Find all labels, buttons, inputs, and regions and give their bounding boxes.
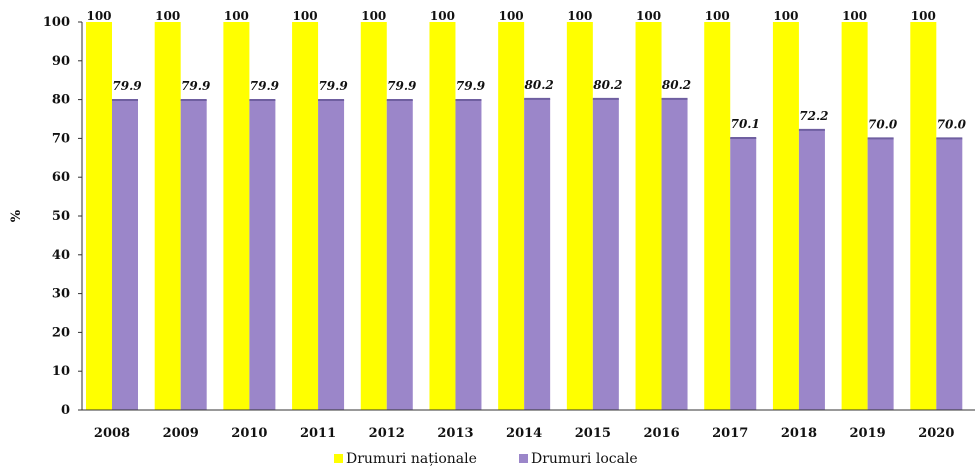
data-label-drumuri-nationale: 100 <box>361 9 386 23</box>
x-tick-label: 2008 <box>94 426 130 441</box>
bar-drumuri-nationale <box>154 22 181 410</box>
bar-drumuri-locale <box>180 99 207 410</box>
bar-drumuri-nationale <box>86 22 112 410</box>
bar-drumuri-locale <box>798 129 825 410</box>
bar-drumuri-nationale <box>566 22 593 410</box>
bar-drumuri-locale <box>249 99 276 410</box>
bars: 100 79.9 100 79.9 100 79.9 100 79.9 100 79.9 100 79… <box>86 9 967 410</box>
x-tick-label: 2020 <box>918 426 954 441</box>
bar-drumuri-locale <box>661 98 688 410</box>
y-tick-label: 80 <box>52 93 70 108</box>
data-label-drumuri-locale: 79.9 <box>250 79 280 93</box>
y-tick-label: 10 <box>52 364 70 379</box>
bar-drumuri-locale <box>867 138 894 410</box>
x-tick-label: 2016 <box>643 426 679 441</box>
x-tick-label: 2017 <box>712 426 748 441</box>
data-label-drumuri-nationale: 100 <box>86 9 111 23</box>
y-tick-label: 100 <box>43 15 70 30</box>
x-axis: 2008 2009 2010 2011 2012 2013 2014 2015 2016 2017… <box>82 409 975 441</box>
y-tick-label: 0 <box>61 403 70 418</box>
data-label-drumuri-locale: 80.2 <box>525 78 554 92</box>
data-label-drumuri-nationale: 100 <box>842 9 867 23</box>
y-tick-label: 30 <box>52 287 70 302</box>
legend-swatch-drumuri-locale <box>519 454 528 463</box>
bar-drumuri-nationale <box>635 22 662 410</box>
x-tick-label: 2015 <box>575 426 611 441</box>
bar-drumuri-locale <box>112 99 138 410</box>
x-tick-label: 2012 <box>369 426 405 441</box>
bar-drumuri-nationale <box>223 22 250 410</box>
data-label-drumuri-locale: 79.9 <box>318 79 348 93</box>
x-tick-label: 2013 <box>437 426 473 441</box>
legend-swatch-drumuri-nationale <box>334 454 343 463</box>
y-tick-label: 40 <box>52 248 70 263</box>
x-tick-label: 2009 <box>163 426 199 441</box>
bar-drumuri-nationale <box>772 22 799 410</box>
bar-drumuri-nationale <box>910 22 937 410</box>
data-label-drumuri-nationale: 100 <box>705 9 730 23</box>
bar-drumuri-locale <box>730 138 757 410</box>
bar-drumuri-nationale <box>841 22 868 410</box>
data-label-drumuri-nationale: 100 <box>430 9 455 23</box>
bar-drumuri-locale <box>386 99 413 410</box>
data-label-drumuri-locale: 80.2 <box>662 78 691 92</box>
bar-drumuri-locale <box>318 99 345 410</box>
data-label-drumuri-nationale: 100 <box>499 9 524 23</box>
bar-drumuri-nationale <box>498 22 525 410</box>
bar-drumuri-nationale <box>429 22 456 410</box>
data-label-drumuri-nationale: 100 <box>911 9 936 23</box>
data-label-drumuri-locale: 70.0 <box>868 117 898 131</box>
data-label-drumuri-locale: 72.2 <box>799 109 828 123</box>
bar-drumuri-locale <box>592 98 619 410</box>
legend-label-drumuri-locale: Drumuri locale <box>531 451 638 467</box>
y-tick-label: 50 <box>52 209 70 224</box>
data-label-drumuri-locale: 70.0 <box>937 117 967 131</box>
data-label-drumuri-nationale: 100 <box>155 9 180 23</box>
data-label-drumuri-nationale: 100 <box>567 9 592 23</box>
bar-drumuri-nationale <box>704 22 731 410</box>
data-label-drumuri-nationale: 100 <box>293 9 318 23</box>
bar-drumuri-locale <box>524 98 551 410</box>
bar-drumuri-nationale <box>360 22 387 410</box>
data-label-drumuri-nationale: 100 <box>224 9 249 23</box>
data-label-drumuri-nationale: 100 <box>773 9 798 23</box>
x-tick-label: 2014 <box>506 426 542 441</box>
x-tick-label: 2011 <box>300 426 336 441</box>
y-tick-label: 90 <box>52 54 70 69</box>
legend-label-drumuri-nationale: Drumuri naționale <box>346 451 477 467</box>
legend: Drumuri naționale Drumuri locale <box>334 451 638 467</box>
y-axis-label: % <box>9 209 24 222</box>
data-label-drumuri-nationale: 100 <box>636 9 661 23</box>
data-label-drumuri-locale: 80.2 <box>593 78 622 92</box>
bar-drumuri-locale <box>936 138 963 410</box>
data-label-drumuri-locale: 79.9 <box>181 79 211 93</box>
data-label-drumuri-locale: 79.9 <box>456 79 486 93</box>
data-label-drumuri-locale: 79.9 <box>387 79 417 93</box>
y-tick-label: 60 <box>52 170 70 185</box>
x-tick-label: 2018 <box>781 426 817 441</box>
data-label-drumuri-locale: 79.9 <box>112 79 142 93</box>
bar-drumuri-locale <box>455 99 482 410</box>
x-tick-label: 2019 <box>850 426 886 441</box>
data-label-drumuri-locale: 70.1 <box>731 117 760 131</box>
y-tick-label: 20 <box>52 325 70 340</box>
y-tick-label: 70 <box>52 131 70 146</box>
bar-drumuri-nationale <box>292 22 319 410</box>
y-axis: 0 10 20 30 40 50 60 70 80 90 100 <box>43 15 83 418</box>
x-tick-label: 2010 <box>231 426 267 441</box>
